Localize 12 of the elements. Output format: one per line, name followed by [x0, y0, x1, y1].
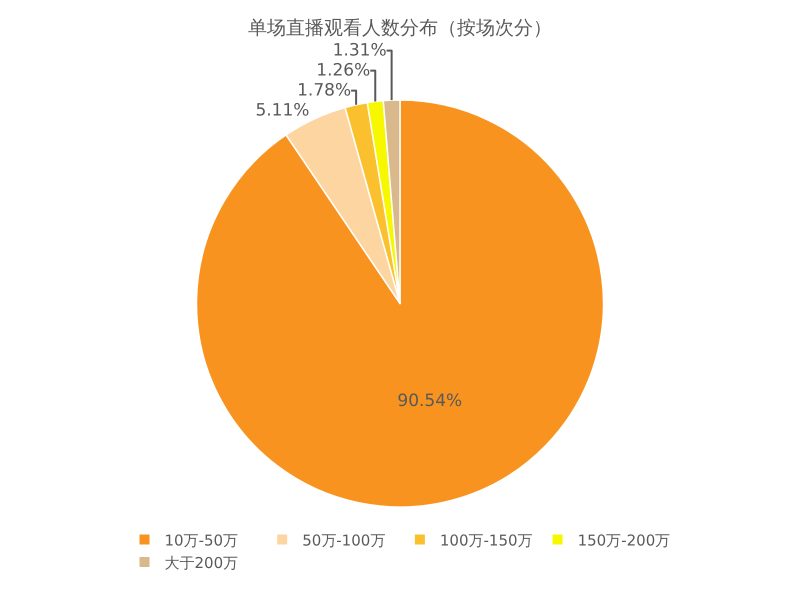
- legend-label: 10万-50万: [164, 531, 238, 550]
- chart-title: 单场直播观看人数分布（按场次分）: [248, 16, 552, 39]
- legend-label: 大于200万: [164, 554, 238, 572]
- data-label: 5.11%: [255, 100, 310, 121]
- data-label: 1.31%: [332, 40, 387, 61]
- legend-label: 50万-100万: [302, 531, 386, 550]
- data-label: 1.26%: [316, 60, 370, 81]
- legend-label: 150万-200万: [578, 531, 670, 550]
- data-label: 1.78%: [297, 80, 352, 101]
- legend-label: 100万-150万: [440, 531, 533, 550]
- data-label: 90.54%: [397, 390, 462, 411]
- pie-slice: [196, 99, 604, 508]
